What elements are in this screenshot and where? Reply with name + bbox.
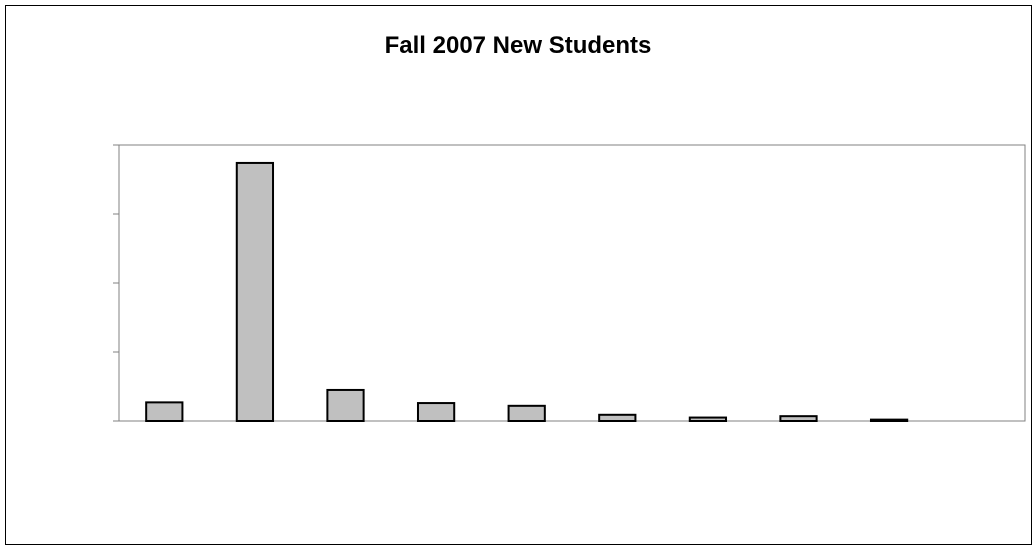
bar-8: [779, 415, 818, 423]
bar-7: [688, 416, 728, 422]
chart-title: Fall 2007 New Students: [384, 32, 652, 59]
bar-2: [235, 161, 275, 422]
bar-3: [326, 388, 365, 423]
bar-4: [416, 402, 456, 422]
bar-9: [869, 418, 909, 422]
bar-5: [507, 404, 546, 423]
bars: [145, 161, 909, 423]
chart-frame: [5, 5, 1032, 545]
bar-6: [598, 413, 637, 423]
y-axis-ticks: [113, 144, 119, 422]
bar-1: [145, 401, 184, 422]
